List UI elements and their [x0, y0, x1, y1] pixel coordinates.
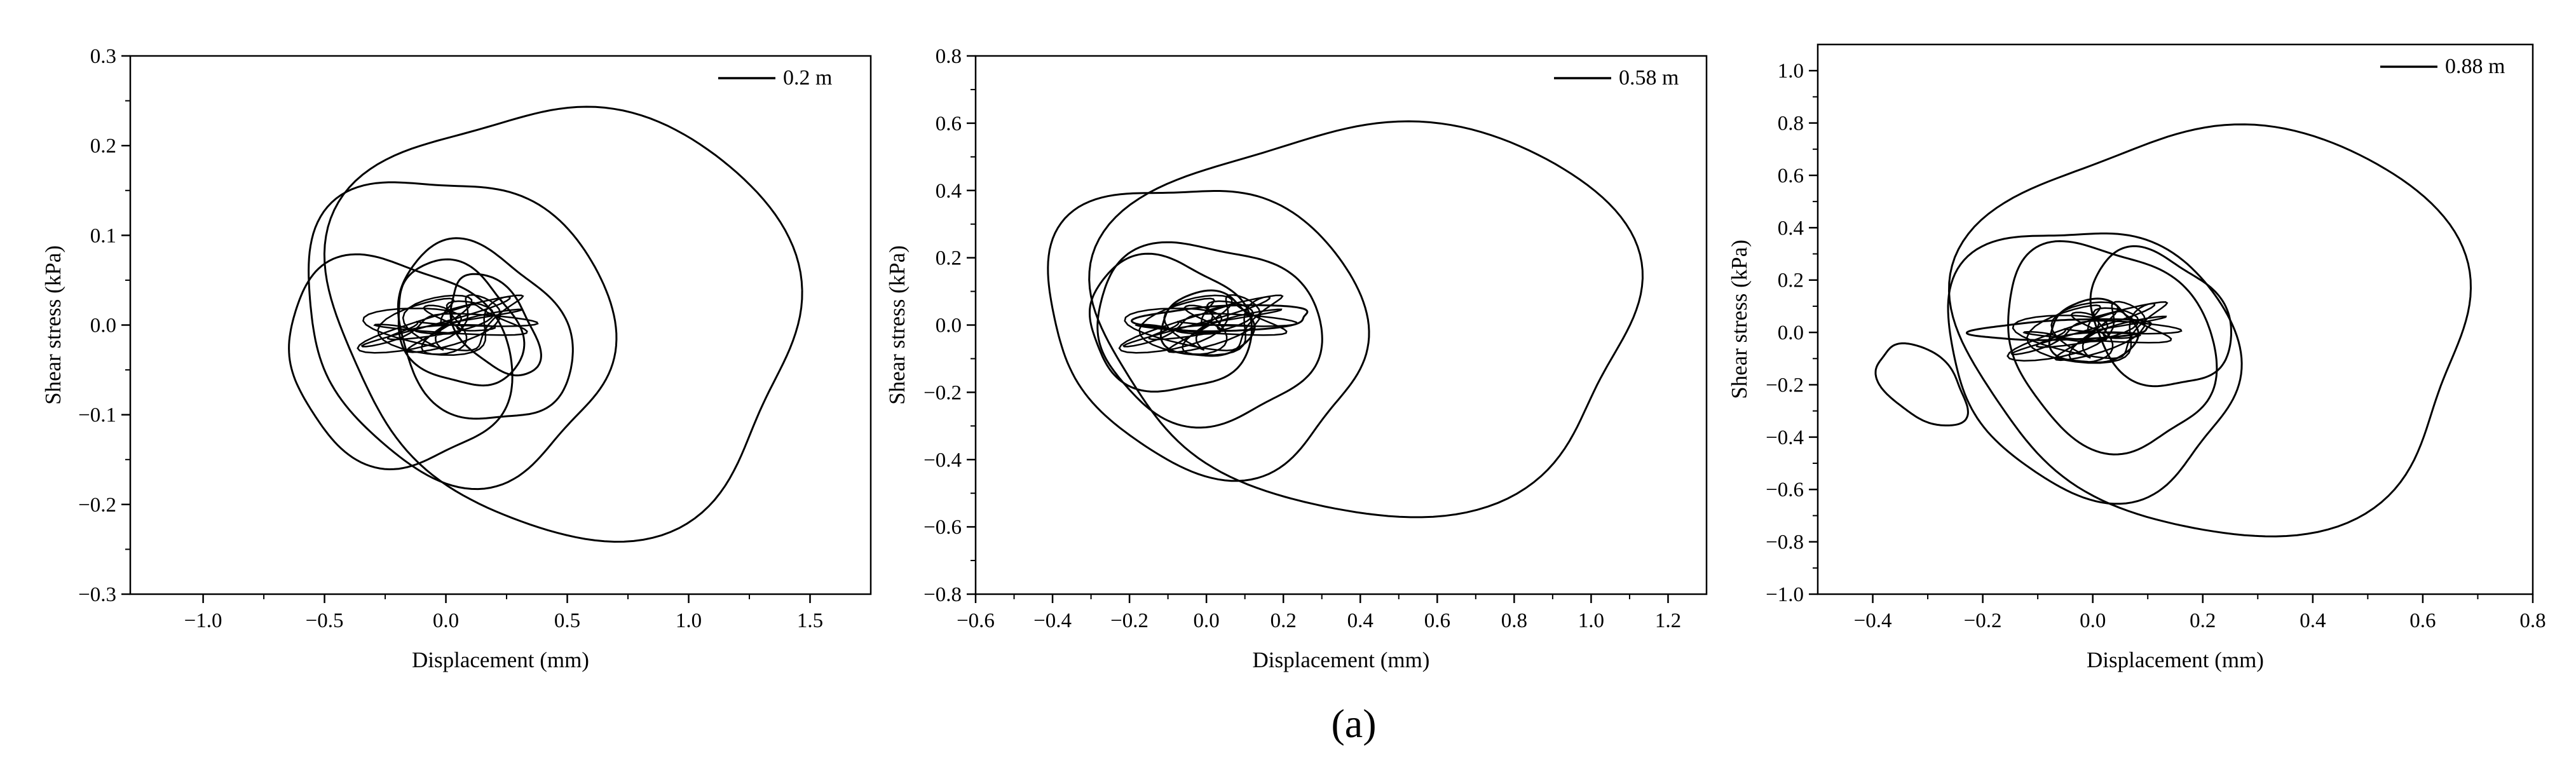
y-tick-label: 0.0	[90, 315, 116, 337]
noise-trace	[1118, 294, 1298, 356]
y-tick-label: −0.2	[923, 381, 962, 404]
x-tick-label: 1.0	[676, 609, 702, 632]
y-tick-label: 0.8	[1778, 112, 1804, 135]
x-axis-title: Displacement (mm)	[2087, 648, 2264, 672]
noise-trace	[357, 294, 539, 356]
y-tick-label: −0.6	[1766, 479, 1804, 501]
series-line	[1047, 120, 1644, 519]
hysteresis-loop	[1096, 241, 1323, 429]
x-tick-label: 1.2	[1655, 609, 1681, 632]
y-axis-title: Shear stress (kPa)	[885, 245, 910, 405]
y-tick-label: 0.4	[936, 180, 962, 203]
hysteresis-loop	[323, 105, 803, 543]
x-tick-label: −0.2	[1110, 609, 1148, 632]
x-tick-label: 0.5	[554, 609, 580, 632]
x-tick-label: 0.6	[2409, 609, 2436, 632]
x-tick-label: 0.0	[2080, 609, 2106, 632]
hysteresis-loop	[1874, 342, 1969, 426]
y-tick-label: 0.6	[1778, 165, 1804, 187]
x-tick-label: 0.4	[2300, 609, 2326, 632]
hysteresis-loop	[449, 273, 542, 377]
y-tick-label: 0.2	[936, 247, 962, 270]
y-tick-label: −0.2	[1766, 374, 1804, 397]
legend-label: 0.2 m	[783, 66, 832, 90]
x-tick-label: 1.0	[1578, 609, 1604, 632]
y-tick-label: 1.0	[1778, 60, 1804, 83]
y-tick-label: 0.4	[1778, 217, 1804, 240]
hysteresis-loop	[308, 181, 618, 491]
y-axis-title: Shear stress (kPa)	[41, 245, 65, 405]
y-tick-label: 0.2	[90, 135, 116, 158]
x-tick-label: 0.0	[1194, 609, 1220, 632]
hysteresis-loop	[1947, 123, 2472, 538]
chart-panel-2: −0.6 −0.4 −0.2 0.0 0.2 0.4 0.6 0.8 1.0 1.2 −0.8 −0.…	[885, 45, 1708, 672]
plot-frame	[974, 55, 1708, 595]
x-tick-label: 0.8	[1501, 609, 1527, 632]
y-tick-label: −0.8	[923, 583, 962, 606]
hysteresis-loop	[2007, 240, 2218, 456]
x-tick-label: 0.2	[1271, 609, 1297, 632]
y-tick-label: 0.1	[90, 224, 116, 247]
hysteresis-loop	[1947, 232, 2243, 505]
y-tick-label: −0.2	[78, 494, 116, 517]
y-tick-label: −0.4	[923, 449, 962, 472]
x-tick-label: −0.2	[1964, 609, 2002, 632]
y-tick-label: 0.2	[1778, 269, 1804, 292]
x-tick-label: −1.0	[184, 609, 222, 632]
hysteresis-loop	[1966, 318, 2152, 341]
hysteresis-loop	[1088, 120, 1644, 519]
hysteresis-loop	[397, 258, 526, 387]
y-tick-label: −1.0	[1766, 583, 1804, 606]
noise-trace	[2007, 301, 2183, 364]
y-tick-label: −0.4	[1766, 426, 1804, 449]
x-tick-label: 0.0	[433, 609, 459, 632]
x-axis-title: Displacement (mm)	[412, 648, 589, 672]
x-tick-label: 0.8	[2519, 609, 2545, 632]
y-tick-label: 0.0	[1778, 322, 1804, 344]
y-tick-label: 0.8	[936, 45, 962, 68]
x-tick-label: −0.6	[957, 609, 995, 632]
y-tick-label: −0.8	[1766, 531, 1804, 554]
hysteresis-loop	[1089, 252, 1253, 393]
y-tick-label: −0.6	[923, 516, 962, 539]
hysteresis-loop	[1047, 190, 1370, 482]
y-axis-title: Shear stress (kPa)	[1727, 240, 1752, 399]
y-tick-label: −0.3	[78, 583, 116, 606]
hysteresis-loop	[288, 253, 514, 471]
y-tick-label: 0.0	[936, 315, 962, 337]
x-axis-title: Displacement (mm)	[1253, 648, 1430, 672]
figure-caption: (a)	[1331, 701, 1376, 746]
x-tick-label: −0.4	[1033, 609, 1072, 632]
legend-label: 0.88 m	[2445, 55, 2505, 78]
x-tick-label: −0.4	[1854, 609, 1892, 632]
x-tick-label: 1.5	[797, 609, 823, 632]
y-tick-label: 0.6	[936, 112, 962, 135]
y-tick-label: 0.3	[90, 45, 116, 68]
chart-panel-3: −0.4 −0.2 0.0 0.2 0.4 0.6 0.8 −1.0 −0.8 −0.6 −0.4 −…	[1727, 43, 2546, 672]
chart-panel-1: −1.0 −0.5 0.0 0.5 1.0 1.5 −0.3 −0.2 −0.1 0.0 0.1 0.…	[41, 45, 872, 672]
legend-label: 0.58 m	[1619, 66, 1679, 90]
x-tick-label: −0.5	[306, 609, 344, 632]
series-line	[1874, 123, 2472, 538]
x-tick-label: 0.6	[1424, 609, 1450, 632]
series-line	[288, 105, 803, 543]
y-tick-label: −0.1	[78, 404, 116, 427]
plot-frame	[1816, 43, 2534, 595]
x-tick-label: 0.4	[1347, 609, 1373, 632]
x-tick-label: 0.2	[2190, 609, 2216, 632]
